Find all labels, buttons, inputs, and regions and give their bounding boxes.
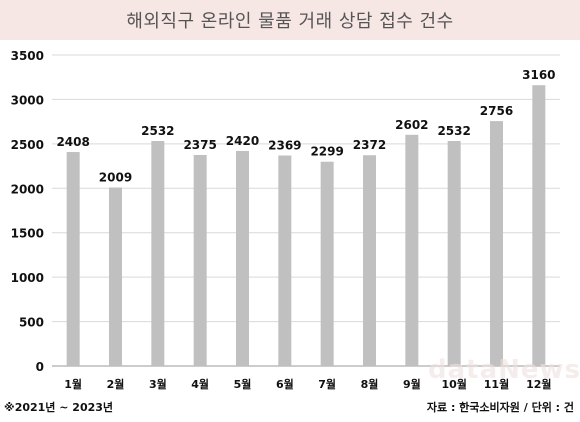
footer-period: ※2021년 ~ 2023년 <box>4 401 114 414</box>
data-labels: 2408 2009 2532 2375 2420 2369 2299 2372 2602 2532… <box>56 68 555 184</box>
x-tick-label: 4월 <box>191 377 209 391</box>
x-tick-label: 10월 <box>441 377 466 391</box>
x-tick-label: 2월 <box>107 377 125 391</box>
data-label: 2009 <box>99 170 132 184</box>
data-label: 2532 <box>437 124 470 138</box>
bar <box>363 155 376 366</box>
chart-title: 해외직구 온라인 물품 거래 상담 접수 건수 <box>126 11 454 32</box>
bar <box>490 121 503 366</box>
x-tick-label: 9월 <box>403 377 421 391</box>
y-tick-label: 1000 <box>11 271 44 285</box>
data-label: 2408 <box>56 135 89 149</box>
y-tick-label: 1500 <box>11 227 44 241</box>
data-label: 3160 <box>522 68 555 82</box>
x-tick-label: 6월 <box>276 377 294 391</box>
bar <box>193 154 207 366</box>
data-label: 2369 <box>268 138 301 152</box>
grid-lines <box>52 54 560 367</box>
y-tick-label: 3500 <box>11 49 44 63</box>
y-tick-label: 0 <box>36 360 44 374</box>
watermark-logo: dataNews <box>428 355 580 385</box>
y-tick-label: 3000 <box>11 93 44 107</box>
y-axis-ticks: 0 500 1000 1500 2000 2500 3000 3500 <box>11 49 44 374</box>
title-bar: 해외직구 온라인 물품 거래 상담 접수 건수 <box>0 0 580 40</box>
bar <box>66 152 80 366</box>
x-tick-label: 11월 <box>484 377 509 391</box>
x-tick-label: 5월 <box>234 377 252 391</box>
data-label: 2375 <box>183 138 216 152</box>
footer-source: 자료 : 한국소비자원 / 단위 : 건 <box>426 401 574 414</box>
bar-chart: 0 500 1000 1500 2000 2500 3000 3500 2408 2009 253… <box>11 49 560 391</box>
bar <box>109 187 122 366</box>
x-tick-label: 7월 <box>318 377 336 391</box>
bar <box>405 134 419 366</box>
y-tick-label: 500 <box>19 316 44 330</box>
x-tick-label: 12월 <box>526 377 551 391</box>
bar <box>151 141 165 366</box>
bar <box>447 141 461 366</box>
data-label: 2602 <box>395 118 428 132</box>
bar <box>278 155 292 366</box>
bar <box>320 161 334 366</box>
x-tick-label: 3월 <box>149 377 167 391</box>
data-label: 2532 <box>141 124 174 138</box>
y-tick-label: 2000 <box>11 182 44 196</box>
y-tick-label: 2500 <box>11 138 44 152</box>
bar <box>236 150 249 366</box>
bars <box>66 85 546 366</box>
data-label: 2420 <box>226 134 259 148</box>
x-axis-ticks: 1월 2월 3월 4월 5월 6월 7월 8월 9월 10월 11월 12월 <box>64 377 551 391</box>
x-tick-label: 8월 <box>361 377 379 391</box>
data-label: 2372 <box>353 138 386 152</box>
data-label: 2756 <box>480 104 513 118</box>
bar <box>532 85 546 366</box>
x-tick-label: 1월 <box>64 377 82 391</box>
data-label: 2299 <box>310 145 343 159</box>
